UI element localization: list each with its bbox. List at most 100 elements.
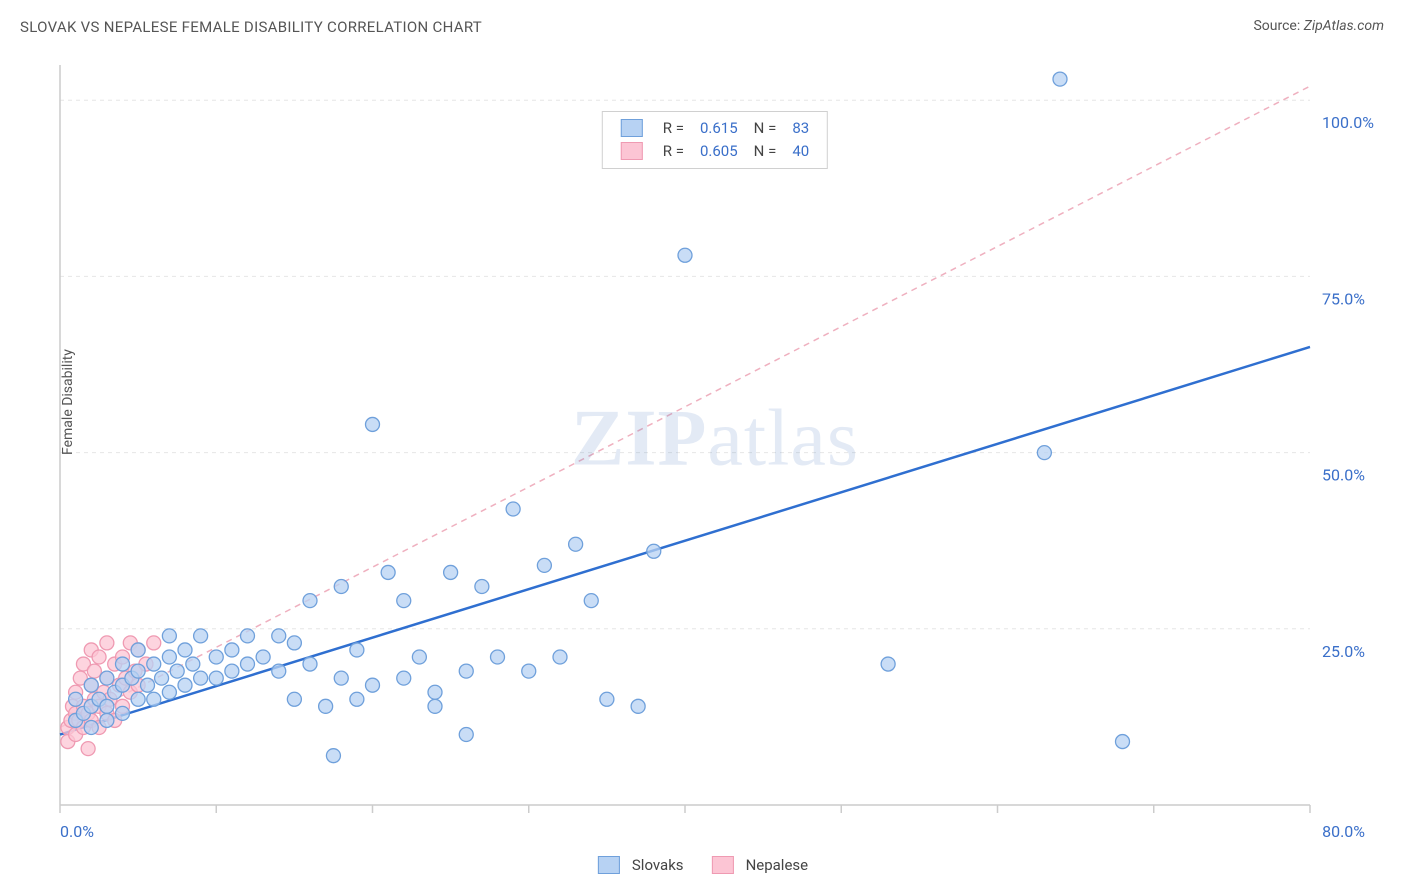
data-point xyxy=(366,417,380,431)
data-point xyxy=(428,685,442,699)
data-point xyxy=(881,657,895,671)
data-point xyxy=(116,657,130,671)
data-point xyxy=(1116,735,1130,749)
data-point xyxy=(178,643,192,657)
data-point xyxy=(600,692,614,706)
data-point xyxy=(225,664,239,678)
data-point xyxy=(459,728,473,742)
data-point xyxy=(194,671,208,685)
data-point xyxy=(326,749,340,763)
data-point xyxy=(186,657,200,671)
data-point xyxy=(491,650,505,664)
data-point xyxy=(178,678,192,692)
data-point xyxy=(569,537,583,551)
y-axis-label: Female Disability xyxy=(60,349,76,455)
data-point xyxy=(194,629,208,643)
data-point xyxy=(209,650,223,664)
legend-item-nepalese: Nepalese xyxy=(712,856,809,874)
x-tick-label: 0.0% xyxy=(60,822,94,841)
data-point xyxy=(141,678,155,692)
legend-label: Slovaks xyxy=(632,856,684,874)
data-point xyxy=(81,742,95,756)
data-point xyxy=(678,248,692,262)
data-point xyxy=(428,699,442,713)
n-value-nepalese: 40 xyxy=(784,139,817,162)
trend-line xyxy=(60,347,1310,735)
data-point xyxy=(131,692,145,706)
data-point xyxy=(100,671,114,685)
data-point xyxy=(647,544,661,558)
data-point xyxy=(303,657,317,671)
r-value-nepalese: 0.605 xyxy=(692,139,746,162)
data-point xyxy=(147,692,161,706)
n-label: N = xyxy=(746,139,785,162)
data-point xyxy=(287,636,301,650)
stats-row-nepalese: R = 0.605 N = 40 xyxy=(613,139,817,162)
data-point xyxy=(162,685,176,699)
chart-title: SLOVAK VS NEPALESE FEMALE DISABILITY COR… xyxy=(20,18,482,36)
data-point xyxy=(1037,446,1051,460)
r-label: R = xyxy=(655,139,692,162)
data-point xyxy=(69,692,83,706)
data-point xyxy=(84,720,98,734)
y-tick-label: 100.0% xyxy=(1322,113,1374,132)
r-value-slovaks: 0.615 xyxy=(692,116,746,139)
swatch-slovaks xyxy=(621,119,643,137)
stats-legend: R = 0.615 N = 83 R = 0.605 N = 40 xyxy=(602,111,828,169)
source-value: ZipAtlas.com xyxy=(1304,18,1384,34)
swatch-nepalese xyxy=(621,142,643,160)
data-point xyxy=(131,643,145,657)
source-label: Source: xyxy=(1253,18,1300,34)
plot-area: Female Disability ZIPatlas 25.0%50.0%75.… xyxy=(50,55,1380,855)
data-point xyxy=(100,636,114,650)
data-point xyxy=(381,565,395,579)
data-point xyxy=(92,650,106,664)
data-point xyxy=(131,664,145,678)
x-tick-label: 80.0% xyxy=(1322,822,1365,841)
legend-label: Nepalese xyxy=(746,856,809,874)
y-tick-label: 25.0% xyxy=(1322,642,1365,661)
data-point xyxy=(522,664,536,678)
n-value-slovaks: 83 xyxy=(784,116,817,139)
data-point xyxy=(256,650,270,664)
data-point xyxy=(162,629,176,643)
data-point xyxy=(584,594,598,608)
data-point xyxy=(553,650,567,664)
data-point xyxy=(147,636,161,650)
data-point xyxy=(506,502,520,516)
data-point xyxy=(303,594,317,608)
data-point xyxy=(241,629,255,643)
data-point xyxy=(100,713,114,727)
chart-container: SLOVAK VS NEPALESE FEMALE DISABILITY COR… xyxy=(0,0,1406,892)
data-point xyxy=(412,650,426,664)
data-point xyxy=(147,657,161,671)
data-point xyxy=(350,643,364,657)
data-point xyxy=(350,692,364,706)
n-label: N = xyxy=(746,116,785,139)
data-point xyxy=(225,643,239,657)
scatter-chart: 25.0% 50.0% 75.0% 100.0% 0.0% 80.0% xyxy=(50,55,1380,855)
y-tick-label: 50.0% xyxy=(1322,466,1365,485)
data-point xyxy=(319,699,333,713)
data-point xyxy=(272,664,286,678)
bottom-legend: Slovaks Nepalese xyxy=(598,856,808,874)
data-point xyxy=(287,692,301,706)
data-point xyxy=(170,664,184,678)
data-point xyxy=(537,558,551,572)
data-point xyxy=(209,671,223,685)
data-point xyxy=(334,671,348,685)
data-point xyxy=(162,650,176,664)
data-point xyxy=(444,565,458,579)
data-point xyxy=(366,678,380,692)
swatch-nepalese xyxy=(712,856,734,874)
y-tick-label: 75.0% xyxy=(1322,289,1365,308)
data-point xyxy=(397,594,411,608)
data-point xyxy=(84,678,98,692)
data-point xyxy=(1053,72,1067,86)
source-credit: Source: ZipAtlas.com xyxy=(1253,18,1384,34)
data-point xyxy=(459,664,473,678)
data-point xyxy=(334,580,348,594)
data-point xyxy=(116,706,130,720)
swatch-slovaks xyxy=(598,856,620,874)
legend-item-slovaks: Slovaks xyxy=(598,856,684,874)
